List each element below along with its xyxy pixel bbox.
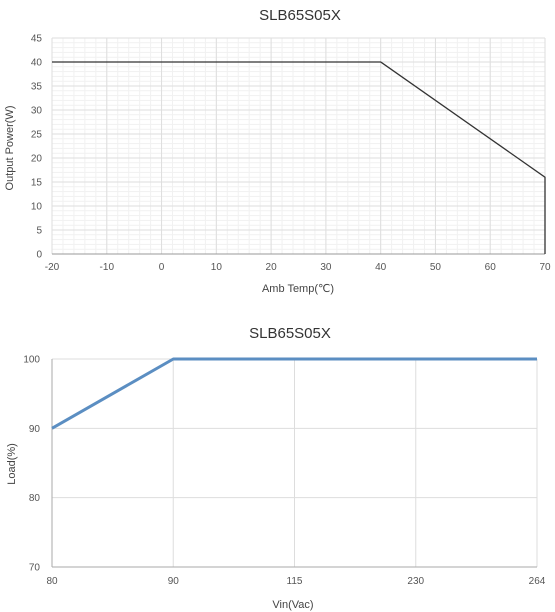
y-tick-label: 70: [29, 563, 41, 574]
x-tick-label: -10: [100, 262, 115, 273]
x-tick-label: 230: [407, 576, 424, 587]
x-tick-label: 80: [46, 576, 58, 587]
x-tick-label: 70: [539, 262, 551, 273]
x-axis-label: Amb Temp(℃): [262, 283, 334, 295]
x-tick-label: 264: [529, 576, 546, 587]
x-tick-label: 90: [168, 576, 180, 587]
y-tick-label: 20: [31, 154, 43, 165]
x-tick-label: 20: [266, 262, 278, 273]
x-axis-label: Vin(Vac): [272, 599, 313, 611]
power-derating-chart-svg: SLB65S05X Amb Temp(℃) Output Power(W) -2…: [4, 7, 551, 295]
x-tick-label: 0: [159, 262, 165, 273]
load-vs-input-chart-svg: SLB65S05X Vin(Vac) Load(%) 80 90 115 230 264…: [6, 325, 546, 611]
x-tick-label: 10: [211, 262, 223, 273]
y-axis-label: Output Power(W): [4, 106, 16, 191]
y-tick-label: 35: [31, 82, 43, 93]
series-line: [52, 61, 546, 254]
y-tick-label: 40: [31, 58, 43, 69]
y-tick-label: 100: [23, 355, 40, 366]
chart-title: SLB65S05X: [259, 7, 341, 24]
y-tick-label: 25: [31, 130, 43, 141]
x-tick-label: 30: [320, 262, 332, 273]
chart-title: SLB65S05X: [249, 325, 331, 342]
x-tick-label: -20: [45, 262, 60, 273]
x-tick-label: 40: [375, 262, 387, 273]
series-line: [51, 357, 537, 430]
y-tick-label: 90: [29, 424, 41, 435]
y-tick-label: 0: [36, 250, 42, 261]
y-tick-label: 5: [36, 226, 42, 237]
y-tick-label: 80: [29, 493, 41, 504]
y-axis-label: Load(%): [6, 443, 18, 485]
x-tick-label: 50: [430, 262, 442, 273]
y-tick-label: 45: [31, 34, 43, 45]
power-derating-chart: SLB65S05X Amb Temp(℃) Output Power(W) -2…: [0, 0, 555, 300]
x-tick-label: 60: [485, 262, 497, 273]
y-tick-label: 15: [31, 178, 43, 189]
x-tick-label: 115: [287, 576, 303, 587]
load-vs-input-chart: SLB65S05X Vin(Vac) Load(%) 80 90 115 230 264…: [0, 312, 555, 612]
y-tick-label: 30: [31, 106, 43, 117]
y-tick-label: 10: [31, 202, 43, 213]
